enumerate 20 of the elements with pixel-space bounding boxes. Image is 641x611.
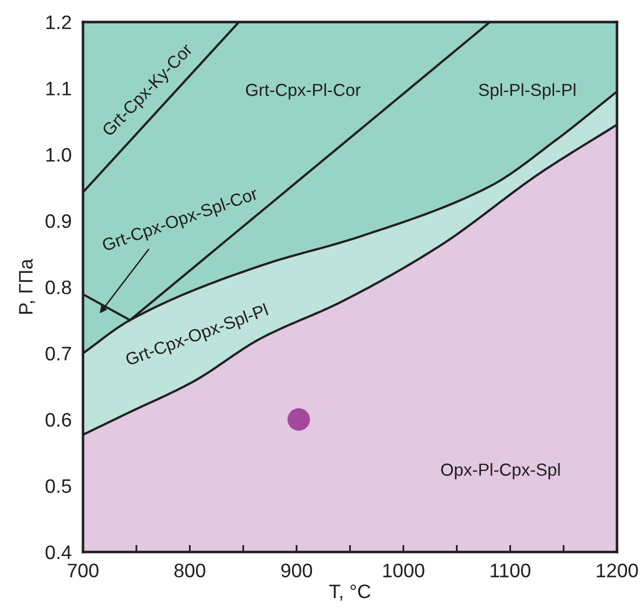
x-tick-label: 700 [68,564,98,578]
y-tick-label: 0.9 [46,214,71,228]
y-tick-label: 0.4 [46,545,72,560]
x-tick-label: 800 [174,564,206,578]
x-tick-label: 1200 [596,564,638,578]
x-tick-label: 1100 [490,564,530,578]
x-tick-label: 1000 [383,564,424,578]
y-axis-title: P, ГПа [19,258,35,314]
y-tick-label: 1.2 [46,15,71,30]
y-tick-label: 1.1 [46,82,71,96]
x-tick-label: 900 [281,564,312,578]
y-tick-label: 0.5 [46,479,72,493]
annotation: Grt-Cpx-Pl-Cor [246,83,361,100]
annotation: Spl-Pl-Spl-Pl [478,83,576,100]
x-axis-title: T, °C [329,584,370,601]
annotation: Opx-Pl-Cpx-Spl [441,463,560,480]
y-tick-label: 0.8 [46,280,72,294]
y-tick-label: 1.0 [46,148,72,162]
y-tick-label: 0.7 [46,346,71,360]
y-tick-label: 0.6 [46,412,72,427]
